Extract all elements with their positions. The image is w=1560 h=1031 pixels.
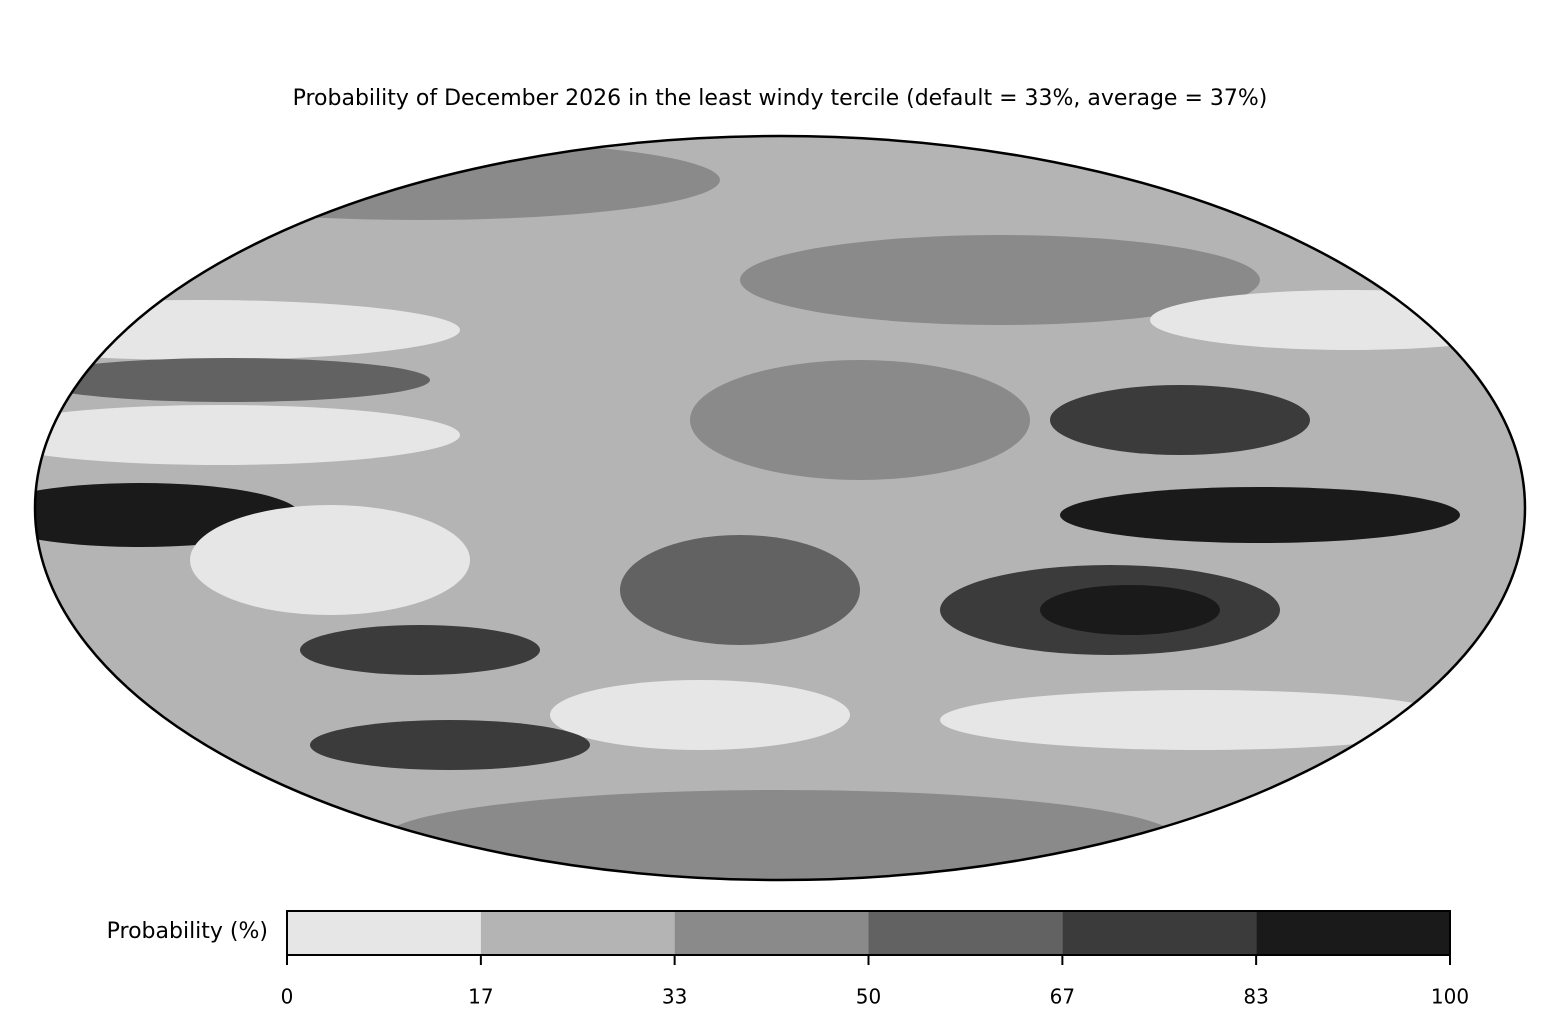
colorbar-label: Probability (%)	[107, 919, 268, 944]
map-field	[35, 136, 1525, 880]
colorbar-tick-label: 100	[1431, 985, 1469, 1009]
colorbar-segment	[1256, 911, 1450, 955]
map-outline	[33, 134, 1527, 882]
colorbar-segment	[1062, 911, 1257, 955]
colorbar-segment	[868, 911, 1063, 955]
colorbar-segment	[480, 911, 675, 955]
colorbar-tick-label: 50	[856, 985, 881, 1009]
colorbar-segment	[287, 911, 481, 955]
colorbar-tick-label: 17	[468, 985, 493, 1009]
colorbar-tick-label: 33	[662, 985, 687, 1009]
colorbar-tick-label: 0	[281, 985, 294, 1009]
colorbar-segment	[674, 911, 869, 955]
chart-title: Probability of December 2026 in the leas…	[293, 86, 1268, 111]
colorbar-tick-label: 67	[1050, 985, 1075, 1009]
colorbar-tick-label: 83	[1243, 985, 1268, 1009]
